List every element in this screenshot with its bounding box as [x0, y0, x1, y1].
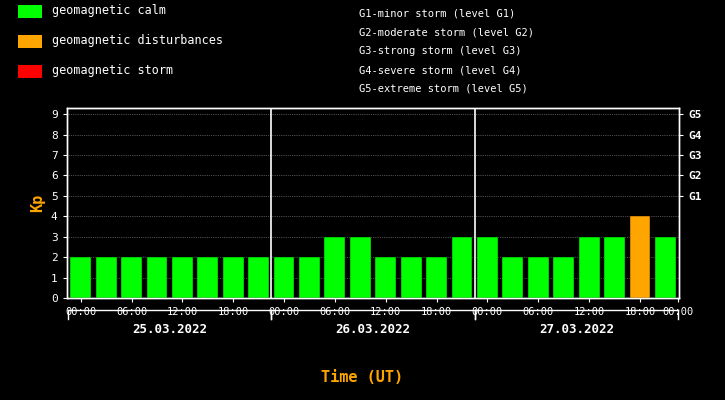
Bar	[121, 257, 142, 298]
Bar	[655, 237, 676, 298]
Bar	[401, 257, 421, 298]
Bar	[579, 237, 600, 298]
Bar	[325, 237, 345, 298]
FancyBboxPatch shape	[17, 5, 42, 18]
Bar	[629, 216, 650, 298]
Bar	[70, 257, 91, 298]
Bar	[299, 257, 320, 298]
Text: G5-extreme storm (level G5): G5-extreme storm (level G5)	[359, 84, 528, 94]
FancyBboxPatch shape	[17, 65, 42, 78]
Text: Time (UT): Time (UT)	[321, 370, 404, 386]
FancyBboxPatch shape	[17, 35, 42, 48]
Text: geomagnetic disturbances: geomagnetic disturbances	[52, 34, 223, 47]
Bar	[376, 257, 396, 298]
Bar	[502, 257, 523, 298]
Bar	[273, 257, 294, 298]
Text: G4-severe storm (level G4): G4-severe storm (level G4)	[359, 65, 521, 75]
Bar	[223, 257, 244, 298]
Bar	[528, 257, 549, 298]
Bar	[604, 237, 625, 298]
Text: 27.03.2022: 27.03.2022	[539, 323, 614, 336]
Bar	[477, 237, 498, 298]
Text: G3-strong storm (level G3): G3-strong storm (level G3)	[359, 46, 521, 56]
Bar	[146, 257, 167, 298]
Bar	[426, 257, 447, 298]
Bar	[172, 257, 193, 298]
Text: 26.03.2022: 26.03.2022	[336, 323, 410, 336]
Bar	[350, 237, 370, 298]
Bar	[248, 257, 269, 298]
Text: G2-moderate storm (level G2): G2-moderate storm (level G2)	[359, 28, 534, 38]
Bar	[553, 257, 574, 298]
Text: G1-minor storm (level G1): G1-minor storm (level G1)	[359, 9, 515, 19]
Y-axis label: Kp: Kp	[30, 194, 46, 212]
Text: 25.03.2022: 25.03.2022	[132, 323, 207, 336]
Bar	[96, 257, 117, 298]
Bar	[197, 257, 218, 298]
Bar	[452, 237, 473, 298]
Text: geomagnetic calm: geomagnetic calm	[52, 4, 167, 17]
Text: geomagnetic storm: geomagnetic storm	[52, 64, 173, 77]
